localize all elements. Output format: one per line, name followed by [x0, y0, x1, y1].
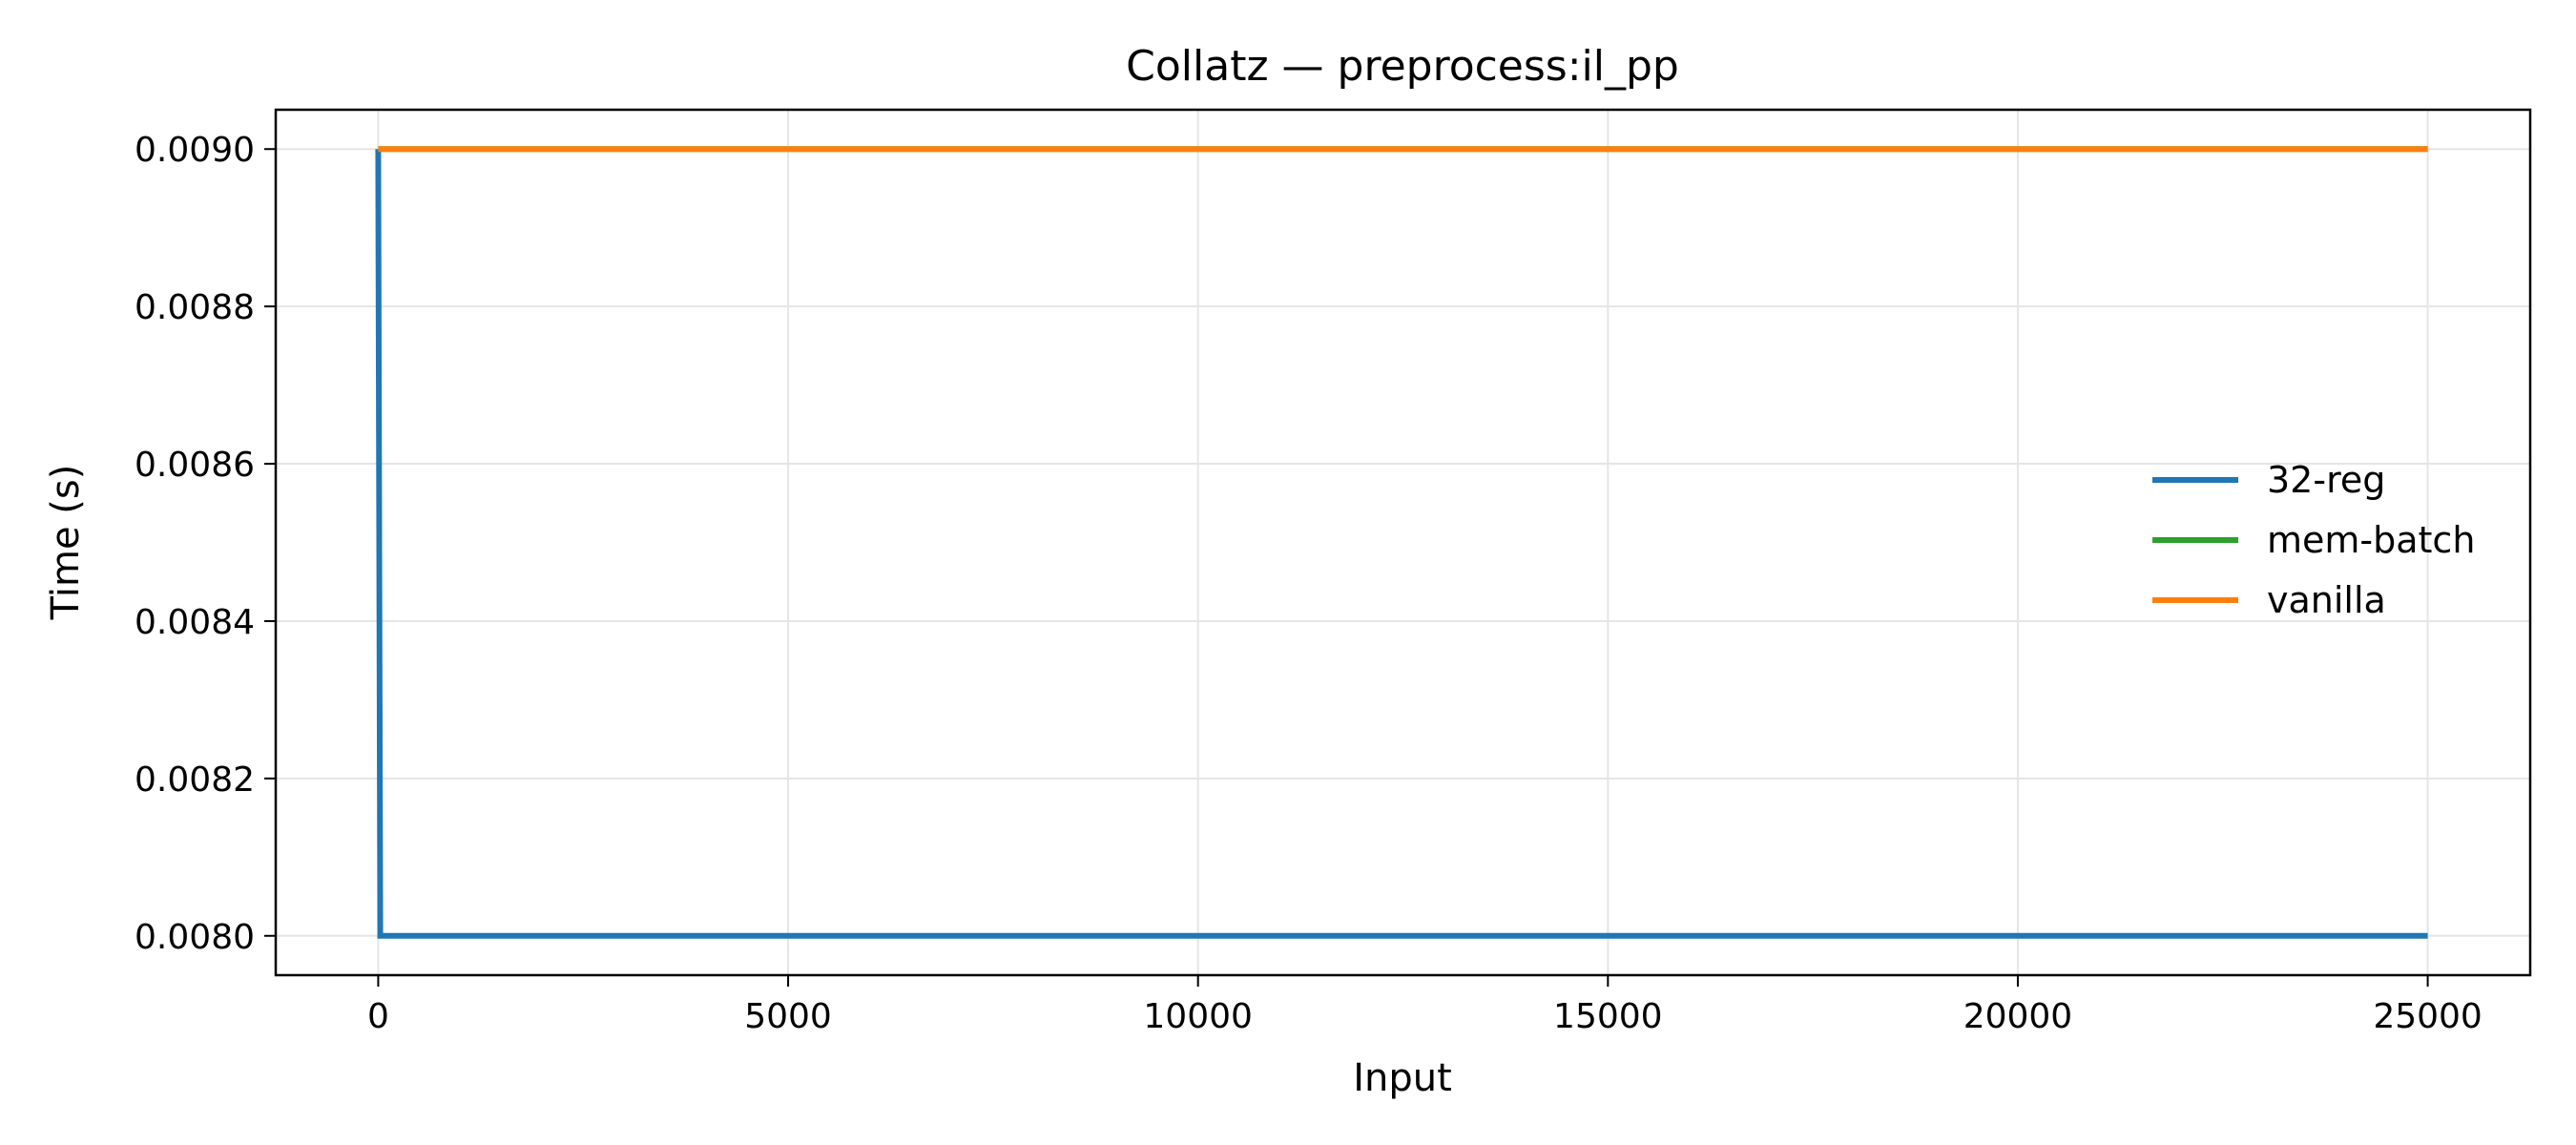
- ticks: 0 5000 10000 15000 20000 25000 0.0080 0.0082 0.0…: [135, 131, 2483, 1036]
- y-tick-label: 0.0086: [135, 446, 255, 485]
- legend-label: vanilla: [2267, 579, 2386, 621]
- y-tick-label: 0.0090: [135, 131, 255, 170]
- chart-title: Collatz — preprocess:il_pp: [1126, 42, 1679, 91]
- plot-frame: [274, 108, 2532, 977]
- y-tick-label: 0.0080: [135, 918, 255, 957]
- series-line-32-reg: [375, 149, 2428, 939]
- x-axis-label: Input: [1353, 1056, 1452, 1100]
- y-axis-label: Time (s): [44, 465, 88, 621]
- x-tick-label: 15000: [1553, 997, 1663, 1036]
- legend-label: 32-reg: [2267, 459, 2385, 501]
- y-tick-label: 0.0088: [135, 288, 255, 327]
- legend: 32-reg mem-batch vanilla: [2152, 459, 2475, 621]
- x-tick-label: 20000: [1963, 997, 2073, 1036]
- x-tick-label: 0: [367, 997, 389, 1036]
- x-tick-label: 5000: [744, 997, 832, 1036]
- legend-label: mem-batch: [2267, 519, 2475, 561]
- x-tick-label: 25000: [2373, 997, 2483, 1036]
- series-layer: [375, 146, 2428, 939]
- y-tick-label: 0.0082: [135, 760, 255, 800]
- y-tick-label: 0.0084: [135, 603, 255, 642]
- x-tick-label: 10000: [1143, 997, 1253, 1036]
